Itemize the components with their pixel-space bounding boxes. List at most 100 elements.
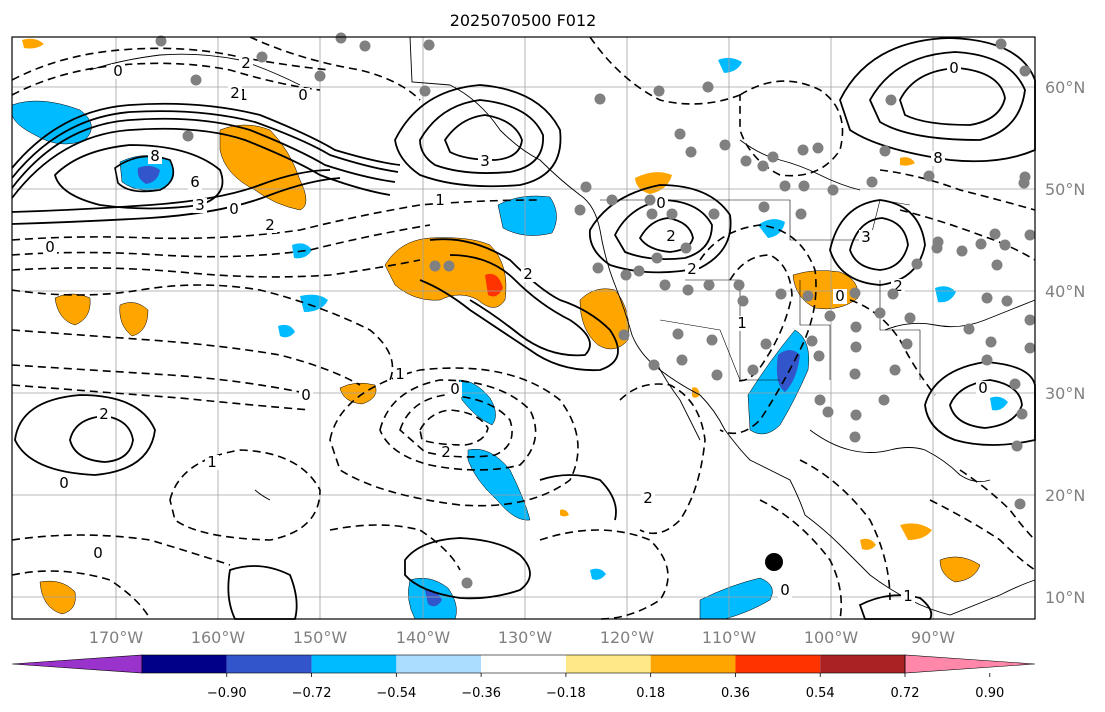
pos-contour (829, 199, 926, 286)
colorbar-tick-label: −0.18 (546, 686, 586, 701)
station-dot (866, 176, 878, 188)
station-dot (1011, 440, 1023, 452)
contour-label: 0 (93, 544, 103, 562)
station-dot (889, 364, 901, 376)
station-dot (256, 51, 268, 63)
map-panel: 020123863021023202308021002120010210 (11, 32, 1036, 620)
colorbar-segment (735, 655, 821, 673)
contour-label-bg (43, 240, 57, 255)
contour-label: 2 (265, 216, 275, 234)
neg-contour (11, 62, 321, 96)
station-dot (827, 184, 839, 196)
station-dot (646, 208, 658, 220)
pos-contour (11, 117, 396, 189)
neg-contour (589, 36, 741, 105)
baja-coast (654, 359, 701, 441)
colorbar-segment (311, 655, 397, 673)
pos-region (119, 302, 149, 337)
contour-label-bg (188, 175, 202, 190)
canada-border (739, 139, 861, 191)
neg-contour (699, 224, 817, 435)
station-dot (850, 321, 862, 333)
station-dot (850, 341, 862, 353)
colorbar-tick-label: 0.54 (806, 686, 835, 701)
pos-contour (11, 102, 401, 169)
neg-region (458, 379, 496, 426)
station-dot (1001, 295, 1013, 307)
contour-label-bg (57, 476, 71, 491)
colorbar-tick-label: 0.18 (636, 686, 665, 701)
neg-contour (329, 524, 461, 571)
lon-label: 90°W (911, 628, 955, 647)
gulf-coast (809, 429, 991, 483)
contour-label-bg (91, 546, 105, 561)
border-line (879, 280, 921, 380)
station-dot (999, 239, 1011, 251)
neg-region (935, 286, 956, 303)
station-dot (618, 329, 630, 341)
contour-label: 6 (190, 173, 200, 191)
station-dot (1024, 229, 1036, 241)
station-dot (674, 128, 686, 140)
station-dot (849, 368, 861, 380)
contour-label-bg (448, 382, 462, 397)
station-dot (1024, 342, 1036, 354)
station-dot (956, 245, 968, 257)
pos-region (22, 38, 44, 49)
contour-label: 2 (643, 489, 653, 507)
station-dot (797, 144, 809, 156)
neg-contour (419, 409, 489, 446)
contour-label-bg (654, 196, 668, 211)
pos-contour (858, 594, 933, 620)
pos-contour (849, 217, 909, 271)
colorbar (11, 654, 1036, 674)
station-dot (676, 354, 688, 366)
station-dot (574, 204, 586, 216)
station-dot (703, 279, 715, 291)
station-dot (802, 290, 814, 302)
pos-contour (868, 51, 1026, 141)
station-dot (991, 259, 1003, 271)
station-dot (1024, 314, 1036, 326)
station-dot (644, 194, 656, 206)
contour-label: 1 (395, 365, 405, 383)
neg-region (718, 57, 742, 73)
neg-region (758, 219, 785, 238)
colorbar-tick-label: −0.36 (461, 686, 501, 701)
station-dot (989, 228, 1001, 240)
neg-contour (759, 499, 843, 620)
station-dot (580, 181, 592, 193)
colorbar-tick-label: 0.90 (975, 686, 1004, 701)
neg-contour (729, 254, 793, 382)
station-dot (931, 242, 943, 254)
colorbar-segment (226, 655, 312, 673)
contour-label: 0 (229, 200, 239, 218)
lon-label: 100°W (804, 628, 859, 647)
station-dot (985, 336, 997, 348)
contour-label: 0 (113, 62, 123, 80)
contour-label: 0 (835, 287, 845, 305)
neg-contour (11, 259, 421, 278)
station-dot (813, 350, 825, 362)
station-dot (653, 85, 665, 97)
contour-label: 2 (230, 84, 240, 102)
hawaii-island (254, 489, 271, 501)
contour-label-bg (735, 316, 749, 331)
station-dot (711, 369, 723, 381)
contour-label-bg (439, 445, 453, 460)
contour-label: 0 (949, 59, 959, 77)
neg-region (300, 294, 328, 312)
contour-label: 0 (450, 380, 460, 398)
map-title: 2025070500 F012 (450, 11, 597, 30)
colorbar-tick-label: 0.36 (721, 686, 750, 701)
station-dot (708, 208, 720, 220)
station-dot (904, 312, 916, 324)
contour-label: 0 (59, 474, 69, 492)
lon-label: 170°W (89, 628, 144, 647)
pos-region (54, 293, 91, 326)
colorbar-segment (142, 655, 227, 673)
neg-contour (399, 394, 513, 458)
pos-contour (419, 99, 544, 174)
contour-label: 0 (978, 379, 988, 397)
contour-label-bg (111, 64, 125, 79)
